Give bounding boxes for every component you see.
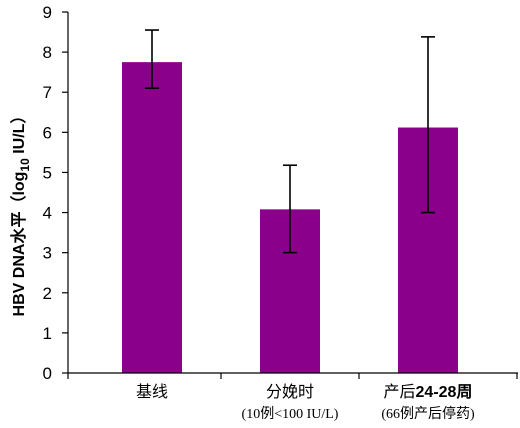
y-tick-label-0: 0 (43, 364, 52, 383)
y-axis-label-suffix: IU/L） (10, 108, 28, 159)
bar-1 (122, 62, 182, 374)
y-tick-label-9: 9 (43, 3, 52, 22)
y-tick-label-4: 4 (43, 204, 52, 223)
y-tick-label-6: 6 (43, 123, 52, 142)
y-tick-label-1: 1 (43, 324, 52, 343)
x-tick-sublabel-3: (66例产后停药) (381, 405, 475, 422)
plot-area: 0 1 2 3 4 5 6 7 8 9 基线 分娩时 (10例<100 IU/L) 产后24-28周 (66… (43, 3, 518, 422)
y-tick-label-5: 5 (43, 163, 52, 182)
x-tick-label-1: 基线 (136, 383, 168, 401)
y-axis-label-text: HBV DNA水平（log10 IU/L） (9, 108, 32, 317)
y-tick-label-3: 3 (43, 244, 52, 263)
x-tick-label-2: 分娩时 (266, 383, 314, 401)
x-tick-sublabel-2: (10例<100 IU/L) (242, 406, 339, 422)
x-tick-label-suffix-3: 24-28周 (416, 383, 473, 401)
y-tick-label-8: 8 (43, 43, 52, 62)
x-tick-label-3: 产后24-28周 (384, 383, 473, 401)
y-axis-label-subscript: 10 (18, 158, 32, 172)
y-axis-label: HBV DNA水平（log10 IU/L） (9, 108, 32, 317)
y-tick-label-2: 2 (43, 284, 52, 303)
x-tick-label-main-3: 产后 (384, 383, 416, 401)
y-tick-label-7: 7 (43, 83, 52, 102)
x-tick-label-main-1: 基线 (136, 383, 168, 401)
x-tick-label-main-2: 分娩时 (266, 383, 314, 401)
y-axis-label-prefix: HBV DNA水平（log (9, 172, 28, 317)
